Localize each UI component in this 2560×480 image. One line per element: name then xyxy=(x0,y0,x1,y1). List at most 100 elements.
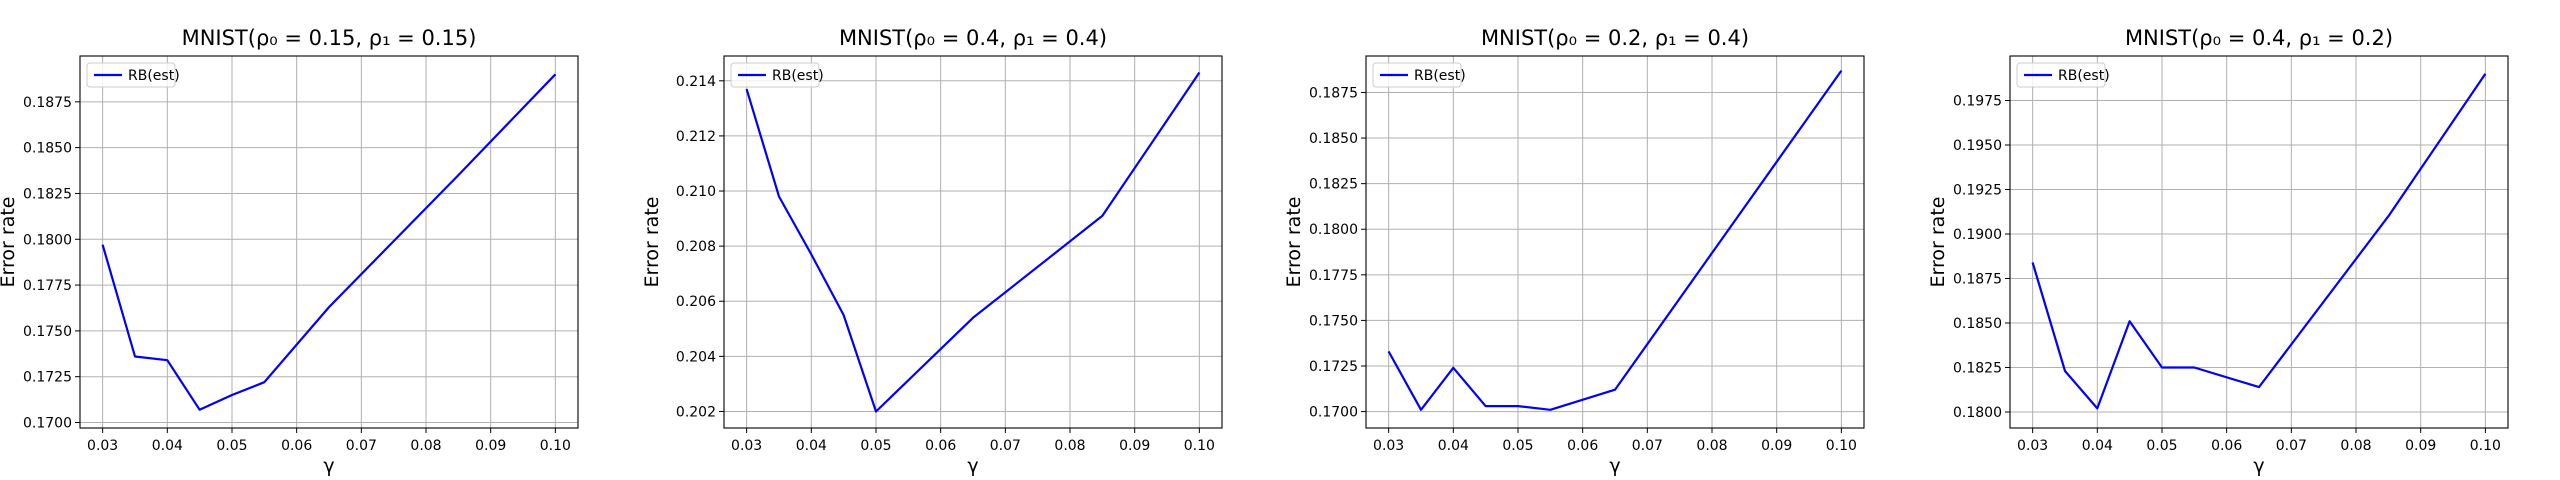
legend: RB(est) xyxy=(86,62,180,88)
y-tick-label: 0.1750 xyxy=(23,324,72,340)
y-tick-label: 0.1775 xyxy=(23,278,72,294)
x-axis-label: γ xyxy=(1609,455,1620,477)
x-tick-label: 0.08 xyxy=(1054,438,1085,454)
legend-box xyxy=(730,62,820,88)
y-tick-label: 0.1875 xyxy=(1309,85,1358,101)
series-line-rb-est xyxy=(2031,73,2487,410)
legend-label: RB(est) xyxy=(772,68,824,84)
y-tick-label: 0.1725 xyxy=(23,370,72,386)
series-line-rb-est xyxy=(1387,69,1843,411)
x-tick-label: 0.05 xyxy=(216,438,247,454)
chart-title: MNIST(ρ₀ = 0.4, ρ₁ = 0.2) xyxy=(2125,26,2393,50)
y-tick-label: 0.202 xyxy=(676,404,716,420)
y-tick-label: 0.204 xyxy=(676,349,716,365)
series-line-rb-est xyxy=(101,73,557,411)
y-tick-label: 0.1700 xyxy=(1309,405,1358,421)
chart-title: MNIST(ρ₀ = 0.4, ρ₁ = 0.4) xyxy=(839,26,1107,50)
plot-frame xyxy=(79,55,579,429)
x-tick-label: 0.03 xyxy=(87,438,118,454)
y-tick-label: 0.1825 xyxy=(23,186,72,202)
y-tick-label: 0.1950 xyxy=(1953,138,2002,154)
y-tick-label: 0.1825 xyxy=(1953,360,2002,376)
y-tick-label: 0.1800 xyxy=(1309,222,1358,238)
y-tick-label: 0.1775 xyxy=(1309,268,1358,284)
x-axis-label: γ xyxy=(2253,455,2264,477)
x-tick-label: 0.05 xyxy=(860,438,891,454)
chart-title: MNIST(ρ₀ = 0.2, ρ₁ = 0.4) xyxy=(1481,26,1749,50)
legend: RB(est) xyxy=(1372,62,1466,88)
x-tick-label: 0.09 xyxy=(1761,438,1792,454)
chart-panel-1: 0.03 0.04 0.05 0.06 0.07 0.08 0.09 0.10 0.1700 0.… xyxy=(0,26,579,477)
x-tick-label: 0.03 xyxy=(1373,438,1404,454)
x-tick-label: 0.06 xyxy=(281,438,312,454)
x-tick-label: 0.07 xyxy=(990,438,1021,454)
y-tick-label: 0.1925 xyxy=(1953,182,2002,198)
x-tick-label: 0.04 xyxy=(1438,438,1469,454)
y-tick-label: 0.1700 xyxy=(23,416,72,432)
y-tick-label: 0.1875 xyxy=(23,95,72,111)
x-tick-label: 0.07 xyxy=(2276,438,2307,454)
y-tick-label: 0.1825 xyxy=(1309,177,1358,193)
y-tick-label: 0.214 xyxy=(676,74,716,90)
y-axis-label: Error rate xyxy=(1283,197,1305,288)
x-axis-label: γ xyxy=(967,455,978,477)
x-tick-label: 0.04 xyxy=(796,438,827,454)
y-axis-label: Error rate xyxy=(1927,197,1949,288)
x-tick-label: 0.08 xyxy=(2340,438,2371,454)
x-tick-label: 0.09 xyxy=(475,438,506,454)
chart-title: MNIST(ρ₀ = 0.15, ρ₁ = 0.15) xyxy=(182,26,477,50)
y-tick-label: 0.1750 xyxy=(1309,313,1358,329)
x-tick-label: 0.06 xyxy=(1567,438,1598,454)
y-tick-label: 0.1850 xyxy=(23,141,72,157)
y-tick-label: 0.212 xyxy=(676,129,716,145)
y-axis-label: Error rate xyxy=(641,197,663,288)
y-tick-label: 0.208 xyxy=(676,239,716,255)
y-tick-label: 0.206 xyxy=(676,294,716,310)
x-tick-label: 0.10 xyxy=(1184,438,1215,454)
x-tick-label: 0.03 xyxy=(2017,438,2048,454)
x-tick-label: 0.10 xyxy=(540,438,571,454)
chart-panel-4: 0.03 0.04 0.05 0.06 0.07 0.08 0.09 0.10 0.1800 0.… xyxy=(1927,26,2509,477)
x-tick-label: 0.03 xyxy=(731,438,762,454)
x-tick-label: 0.09 xyxy=(1119,438,1150,454)
chart-panel-2: 0.03 0.04 0.05 0.06 0.07 0.08 0.09 0.10 0.202 0.2… xyxy=(641,26,1223,477)
series-line-rb-est xyxy=(745,71,1201,413)
x-tick-label: 0.06 xyxy=(2211,438,2242,454)
x-tick-label: 0.09 xyxy=(2405,438,2436,454)
y-tick-label: 0.1725 xyxy=(1309,359,1358,375)
x-tick-label: 0.07 xyxy=(346,438,377,454)
x-tick-label: 0.06 xyxy=(925,438,956,454)
x-tick-label: 0.05 xyxy=(1502,438,1533,454)
legend-box xyxy=(86,62,176,88)
y-tick-label: 0.210 xyxy=(676,184,716,200)
legend-box xyxy=(1372,62,1462,88)
x-tick-label: 0.08 xyxy=(1696,438,1727,454)
x-tick-label: 0.08 xyxy=(410,438,441,454)
chart-panel-3: 0.03 0.04 0.05 0.06 0.07 0.08 0.09 0.10 0.1700 0.… xyxy=(1283,26,1865,477)
x-tick-label: 0.05 xyxy=(2146,438,2177,454)
plot-frame xyxy=(2009,55,2509,429)
legend-label: RB(est) xyxy=(128,68,180,84)
plot-frame xyxy=(723,55,1223,429)
x-tick-label: 0.10 xyxy=(2470,438,2501,454)
x-tick-label: 0.04 xyxy=(2082,438,2113,454)
x-tick-label: 0.10 xyxy=(1826,438,1857,454)
y-tick-label: 0.1975 xyxy=(1953,93,2002,109)
legend: RB(est) xyxy=(730,62,824,88)
x-tick-label: 0.07 xyxy=(1632,438,1663,454)
x-axis-label: γ xyxy=(323,455,334,477)
x-tick-label: 0.04 xyxy=(152,438,183,454)
y-tick-label: 0.1900 xyxy=(1953,227,2002,243)
legend-label: RB(est) xyxy=(1414,68,1466,84)
legend-box xyxy=(2016,62,2106,88)
y-tick-label: 0.1875 xyxy=(1953,271,2002,287)
plot-frame xyxy=(1365,55,1865,429)
legend-label: RB(est) xyxy=(2058,68,2110,84)
y-tick-label: 0.1850 xyxy=(1309,131,1358,147)
y-tick-label: 0.1800 xyxy=(1953,405,2002,421)
y-tick-label: 0.1850 xyxy=(1953,316,2002,332)
y-axis-label: Error rate xyxy=(0,197,19,288)
y-tick-label: 0.1800 xyxy=(23,232,72,248)
legend: RB(est) xyxy=(2016,62,2110,88)
